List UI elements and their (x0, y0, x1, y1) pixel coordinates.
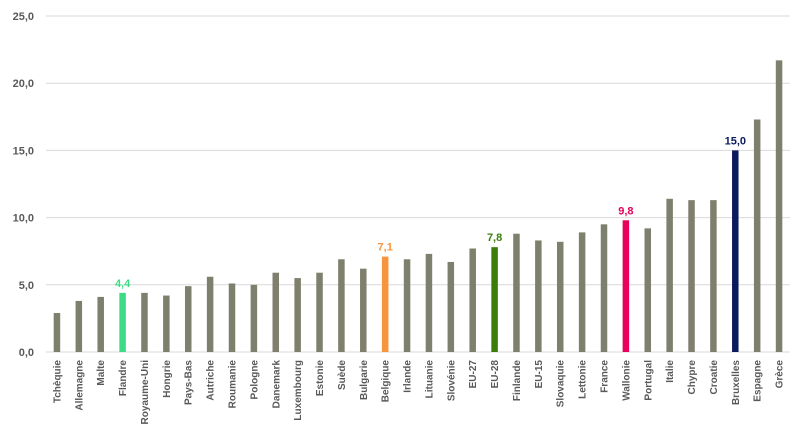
x-tick-label: Pays-Bas (184, 360, 195, 405)
x-tick-label: Suède (337, 360, 348, 390)
x-tick-label: Luxembourg (293, 360, 304, 421)
bar-pays-bas (184, 286, 192, 352)
x-tick-label: France (600, 360, 611, 393)
bar-belgique (381, 256, 389, 352)
bar-luxembourg (294, 278, 301, 352)
bar-slovaquie (556, 241, 564, 352)
bar-slovénie (447, 261, 455, 352)
data-label: 7,8 (487, 232, 502, 244)
x-tick-label: Autriche (206, 360, 217, 401)
bar-estonie (316, 272, 323, 352)
x-tick-label: Hongrie (162, 360, 173, 398)
x-tick-label: Allemagne (74, 360, 85, 411)
x-tick-label: Slovénie (446, 360, 457, 402)
y-tick-label: 20,0 (13, 78, 34, 90)
bar-roumanie (228, 283, 236, 352)
bar-finlande (513, 233, 520, 352)
x-tick-label: Slovaquie (556, 360, 567, 408)
bar-grèce (775, 60, 783, 353)
bars (53, 60, 783, 353)
x-tick-label: EU-15 (534, 360, 545, 389)
x-tick-label: Tchèquie (52, 360, 63, 404)
bar-autriche (206, 276, 214, 352)
x-tick-label: Roumanie (228, 360, 239, 409)
x-tick-label: Espagne (753, 360, 764, 402)
x-tick-label: Grèce (775, 360, 786, 389)
data-label: 15,0 (725, 135, 746, 147)
x-tick-label: Bulgarie (359, 360, 370, 400)
data-label: 7,1 (378, 242, 393, 254)
bar-lettonie (578, 232, 586, 352)
y-tick-label: 25,0 (13, 11, 34, 23)
bar-royaume-uni (141, 292, 148, 352)
x-tick-label: Pologne (249, 360, 260, 400)
bar-france (600, 224, 608, 352)
bar-lituanie (425, 253, 433, 352)
bar-tchèquie (53, 313, 61, 352)
gridlines (46, 15, 790, 353)
x-tick-label: Croatie (709, 360, 720, 395)
bar-bulgarie (360, 268, 367, 352)
y-tick-label: 0,0 (19, 347, 34, 359)
bar-hongrie (163, 295, 170, 352)
x-tick-label: Lituanie (424, 360, 435, 399)
bar-portugal (644, 228, 652, 352)
x-tick-label: Malte (96, 360, 107, 386)
x-tick-label: Italie (665, 360, 676, 383)
bar-eu-27 (469, 248, 476, 352)
x-tick-label: Lettonie (578, 360, 589, 399)
x-tick-label: Wallonie (621, 360, 632, 401)
x-tick-label: Bruxelles (731, 360, 742, 405)
bar-wallonie (622, 220, 630, 352)
x-tick-label: Danemark (271, 360, 282, 409)
bar-pologne (250, 284, 258, 352)
data-label: 9,8 (618, 205, 633, 217)
x-tick-label: Belgique (381, 360, 392, 403)
x-tick-label: Irlande (403, 360, 414, 393)
bar-flandre (119, 292, 126, 352)
bar-eu-28 (491, 247, 498, 352)
bar-croatie (710, 200, 717, 352)
bar-eu-15 (535, 240, 542, 352)
data-labels: 4,4 7,1 7,8 9,8 15,0 (115, 135, 746, 289)
bar-bruxelles (732, 150, 739, 352)
data-label: 4,4 (115, 278, 131, 290)
bar-suède (338, 259, 345, 352)
x-tick-label: EU-27 (468, 360, 479, 389)
bar-italie (666, 198, 673, 352)
x-tick-label: Estonie (315, 360, 326, 397)
x-tick-label: EU-28 (490, 360, 501, 389)
x-tick-label: Chypre (687, 360, 698, 395)
y-axis-ticks: 0,0 5,0 10,0 15,0 20,0 25,0 (13, 11, 34, 359)
bar-danemark (272, 272, 280, 352)
y-tick-label: 15,0 (13, 145, 34, 157)
y-tick-label: 5,0 (19, 280, 34, 292)
y-tick-label: 10,0 (13, 213, 34, 225)
x-tick-label: Finlande (512, 360, 523, 402)
x-tick-label: Portugal (643, 360, 654, 401)
x-tick-label: Flandre (118, 360, 129, 397)
x-tick-label: Royaume-Uni (140, 360, 151, 425)
x-axis-ticks: Tchèquie Allemagne Malte Flandre Royaume-Uni… (52, 360, 785, 425)
bar-espagne (753, 119, 761, 352)
bar-malte (97, 296, 104, 352)
bar-irlande (403, 259, 411, 352)
bar-chypre (688, 200, 695, 352)
bar-allemagne (75, 300, 83, 352)
